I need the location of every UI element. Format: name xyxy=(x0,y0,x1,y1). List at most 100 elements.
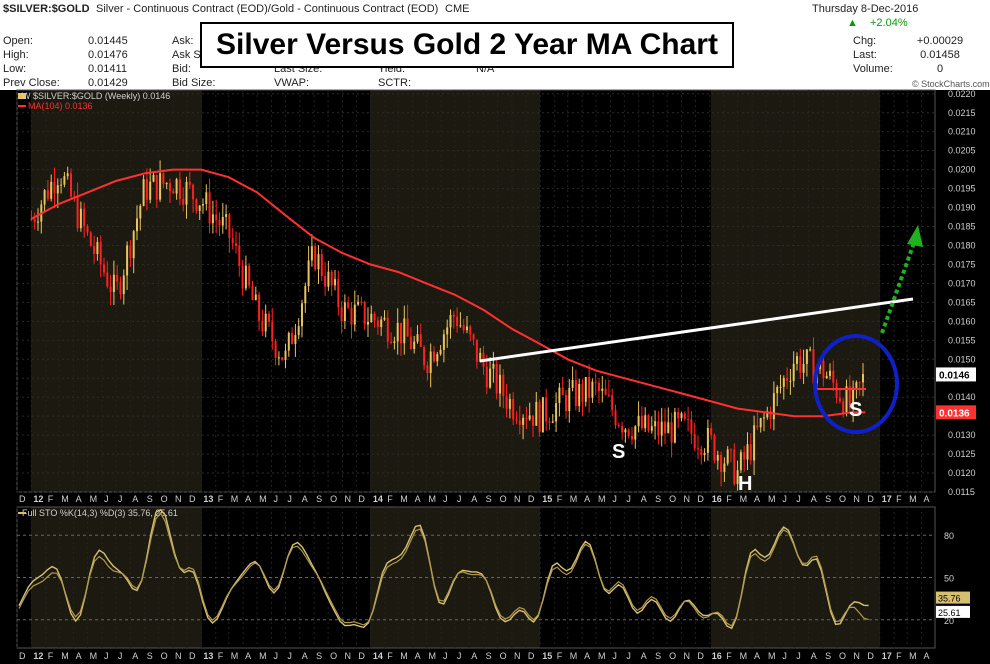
price-body xyxy=(241,265,244,289)
price-body xyxy=(845,386,848,414)
price-body xyxy=(739,452,742,471)
y-tick-label: 0.0190 xyxy=(948,203,976,213)
x-tick-label: 17 xyxy=(882,494,892,504)
price-body xyxy=(43,190,46,205)
last-value-box xyxy=(936,367,976,382)
price-body xyxy=(63,176,66,185)
price-body xyxy=(624,429,627,433)
price-body xyxy=(805,349,808,364)
x-tick-label: J xyxy=(273,494,278,504)
x-tick-label: A xyxy=(811,494,817,504)
x-tick-label: N xyxy=(345,494,352,504)
x-tick-label: M xyxy=(429,651,437,661)
x-tick-label: O xyxy=(500,651,507,661)
price-body xyxy=(406,318,409,337)
x-tick-label: F xyxy=(726,494,732,504)
x-tick-label: M xyxy=(909,494,917,504)
price-body xyxy=(244,265,247,289)
price-body xyxy=(396,322,399,342)
x-tick-label: S xyxy=(825,651,831,661)
y-tick-label: 0.0220 xyxy=(948,89,976,99)
symbol: $SILVER:$GOLD xyxy=(3,3,90,15)
x-tick-label: J xyxy=(626,651,631,661)
price-body xyxy=(637,415,640,427)
price-body xyxy=(459,325,462,327)
x-tick-label: D xyxy=(19,651,26,661)
price-body xyxy=(680,413,683,419)
price-body xyxy=(337,279,340,308)
price-body xyxy=(274,341,277,358)
y-tick-label: 0.0215 xyxy=(948,108,976,118)
highlight-circle xyxy=(813,334,899,434)
y-tick-label: 0.0160 xyxy=(948,316,976,326)
price-body xyxy=(264,313,267,332)
price-body xyxy=(135,218,138,232)
price-body xyxy=(670,422,673,443)
price-body xyxy=(159,173,162,200)
x-tick-label: M xyxy=(570,651,578,661)
price-body xyxy=(172,191,175,194)
price-body xyxy=(155,174,158,200)
y-tick-label: 0.0180 xyxy=(948,240,976,250)
x-tick-label: 14 xyxy=(373,494,383,504)
x-tick-label: 12 xyxy=(33,651,43,661)
price-body xyxy=(832,370,835,383)
x-tick-label: M xyxy=(429,494,437,504)
price-body xyxy=(627,429,630,436)
stoch-last-label: 25.61 xyxy=(938,608,961,618)
price-body xyxy=(479,352,482,362)
chart-title: Silver Versus Gold 2 Year MA Chart xyxy=(200,22,734,68)
x-tick-label: 14 xyxy=(373,651,383,661)
y-tick-label: 0.0120 xyxy=(948,468,976,478)
x-tick-label: S xyxy=(316,651,322,661)
x-tick-label: N xyxy=(683,494,690,504)
price-body xyxy=(195,199,198,211)
price-body xyxy=(855,382,858,388)
x-tick-label: A xyxy=(302,494,308,504)
stat-label: Last: xyxy=(853,49,877,61)
x-tick-label: A xyxy=(302,651,308,661)
price-body xyxy=(89,232,92,247)
price-body xyxy=(386,317,389,342)
price-body xyxy=(116,274,119,282)
price-body xyxy=(561,387,564,395)
ma-legend: MA(104) 0.0136 xyxy=(28,101,93,111)
price-body xyxy=(403,318,406,344)
price-body xyxy=(53,181,56,194)
price-body xyxy=(568,387,571,412)
price-body xyxy=(720,454,723,472)
price-body xyxy=(508,398,511,409)
price-body xyxy=(258,294,261,321)
change-pct: +2.04% xyxy=(870,17,908,29)
x-tick-label: O xyxy=(330,651,337,661)
price-body xyxy=(690,419,693,434)
price-body xyxy=(76,196,79,229)
stoch-legend: Full STO %K(14,3) %D(3) 35.76, 25.61 xyxy=(22,508,178,518)
x-tick-label: A xyxy=(924,651,930,661)
x-tick-label: A xyxy=(754,494,760,504)
date: Thursday 8-Dec-2016 xyxy=(812,3,919,15)
x-tick-label: 15 xyxy=(542,651,552,661)
bid-ask-label: Bid: xyxy=(172,63,191,75)
price-body xyxy=(630,435,633,440)
price-body xyxy=(614,410,617,426)
x-tick-label: 13 xyxy=(203,494,213,504)
price-body xyxy=(594,381,597,383)
x-tick-label: J xyxy=(287,494,292,504)
price-body xyxy=(162,173,165,184)
price-body xyxy=(835,382,838,398)
x-tick-label: A xyxy=(584,494,590,504)
x-tick-label: J xyxy=(118,651,123,661)
y-tick-label: 0.0200 xyxy=(948,165,976,175)
x-tick-label: J xyxy=(782,651,787,661)
price-body xyxy=(621,425,624,433)
price-body xyxy=(30,218,33,220)
price-body xyxy=(429,351,432,374)
x-tick-label: N xyxy=(514,651,521,661)
y-tick-label: 0.0210 xyxy=(948,127,976,137)
price-body xyxy=(667,422,670,434)
price-body xyxy=(647,415,650,431)
x-tick-label: J xyxy=(796,494,801,504)
price-body xyxy=(660,421,663,436)
